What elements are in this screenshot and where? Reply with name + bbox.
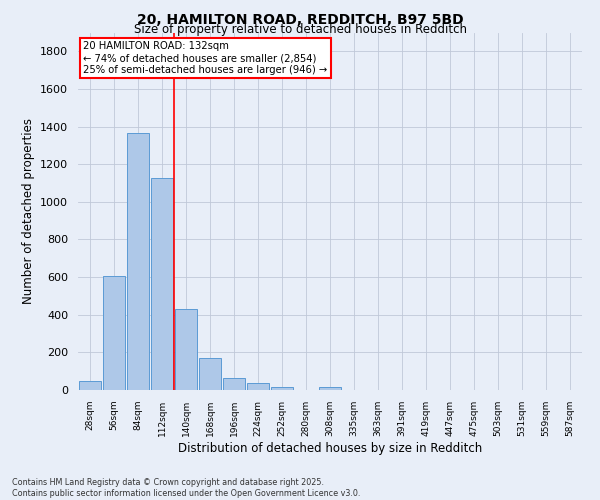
Y-axis label: Number of detached properties: Number of detached properties — [22, 118, 35, 304]
Bar — [247, 384, 269, 390]
Bar — [127, 133, 149, 390]
Bar — [271, 387, 293, 390]
Bar — [319, 387, 341, 390]
Bar — [79, 380, 101, 390]
Text: 20, HAMILTON ROAD, REDDITCH, B97 5BD: 20, HAMILTON ROAD, REDDITCH, B97 5BD — [137, 12, 463, 26]
X-axis label: Distribution of detached houses by size in Redditch: Distribution of detached houses by size … — [178, 442, 482, 454]
Text: Size of property relative to detached houses in Redditch: Size of property relative to detached ho… — [133, 22, 467, 36]
Bar — [175, 309, 197, 390]
Bar — [199, 358, 221, 390]
Bar — [103, 276, 125, 390]
Text: 20 HAMILTON ROAD: 132sqm
← 74% of detached houses are smaller (2,854)
25% of sem: 20 HAMILTON ROAD: 132sqm ← 74% of detach… — [83, 42, 327, 74]
Bar — [151, 178, 173, 390]
Text: Contains HM Land Registry data © Crown copyright and database right 2025.
Contai: Contains HM Land Registry data © Crown c… — [12, 478, 361, 498]
Bar — [223, 378, 245, 390]
